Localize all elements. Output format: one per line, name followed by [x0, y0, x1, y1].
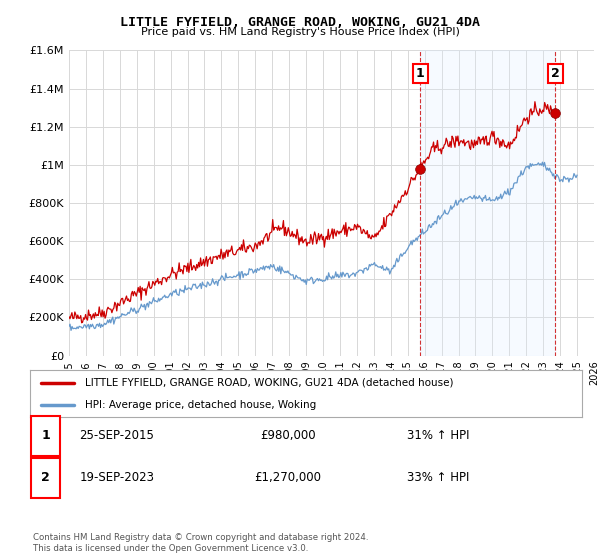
- Text: Contains HM Land Registry data © Crown copyright and database right 2024.
This d: Contains HM Land Registry data © Crown c…: [33, 533, 368, 553]
- Bar: [420, 50, 556, 356]
- Text: 1: 1: [41, 430, 50, 442]
- Text: Price paid vs. HM Land Registry's House Price Index (HPI): Price paid vs. HM Land Registry's House …: [140, 27, 460, 37]
- Text: 2: 2: [41, 472, 50, 484]
- Text: LITTLE FYFIELD, GRANGE ROAD, WOKING, GU21 4DA (detached house): LITTLE FYFIELD, GRANGE ROAD, WOKING, GU2…: [85, 378, 454, 388]
- Text: LITTLE FYFIELD, GRANGE ROAD, WOKING, GU21 4DA: LITTLE FYFIELD, GRANGE ROAD, WOKING, GU2…: [120, 16, 480, 29]
- Text: 33% ↑ HPI: 33% ↑ HPI: [407, 472, 469, 484]
- Text: 2: 2: [551, 67, 560, 80]
- Text: 1: 1: [416, 67, 424, 80]
- Text: £980,000: £980,000: [260, 430, 316, 442]
- Text: 25-SEP-2015: 25-SEP-2015: [80, 430, 154, 442]
- Text: 19-SEP-2023: 19-SEP-2023: [79, 472, 155, 484]
- Text: £1,270,000: £1,270,000: [254, 472, 322, 484]
- Text: HPI: Average price, detached house, Woking: HPI: Average price, detached house, Woki…: [85, 400, 316, 410]
- Text: 31% ↑ HPI: 31% ↑ HPI: [407, 430, 469, 442]
